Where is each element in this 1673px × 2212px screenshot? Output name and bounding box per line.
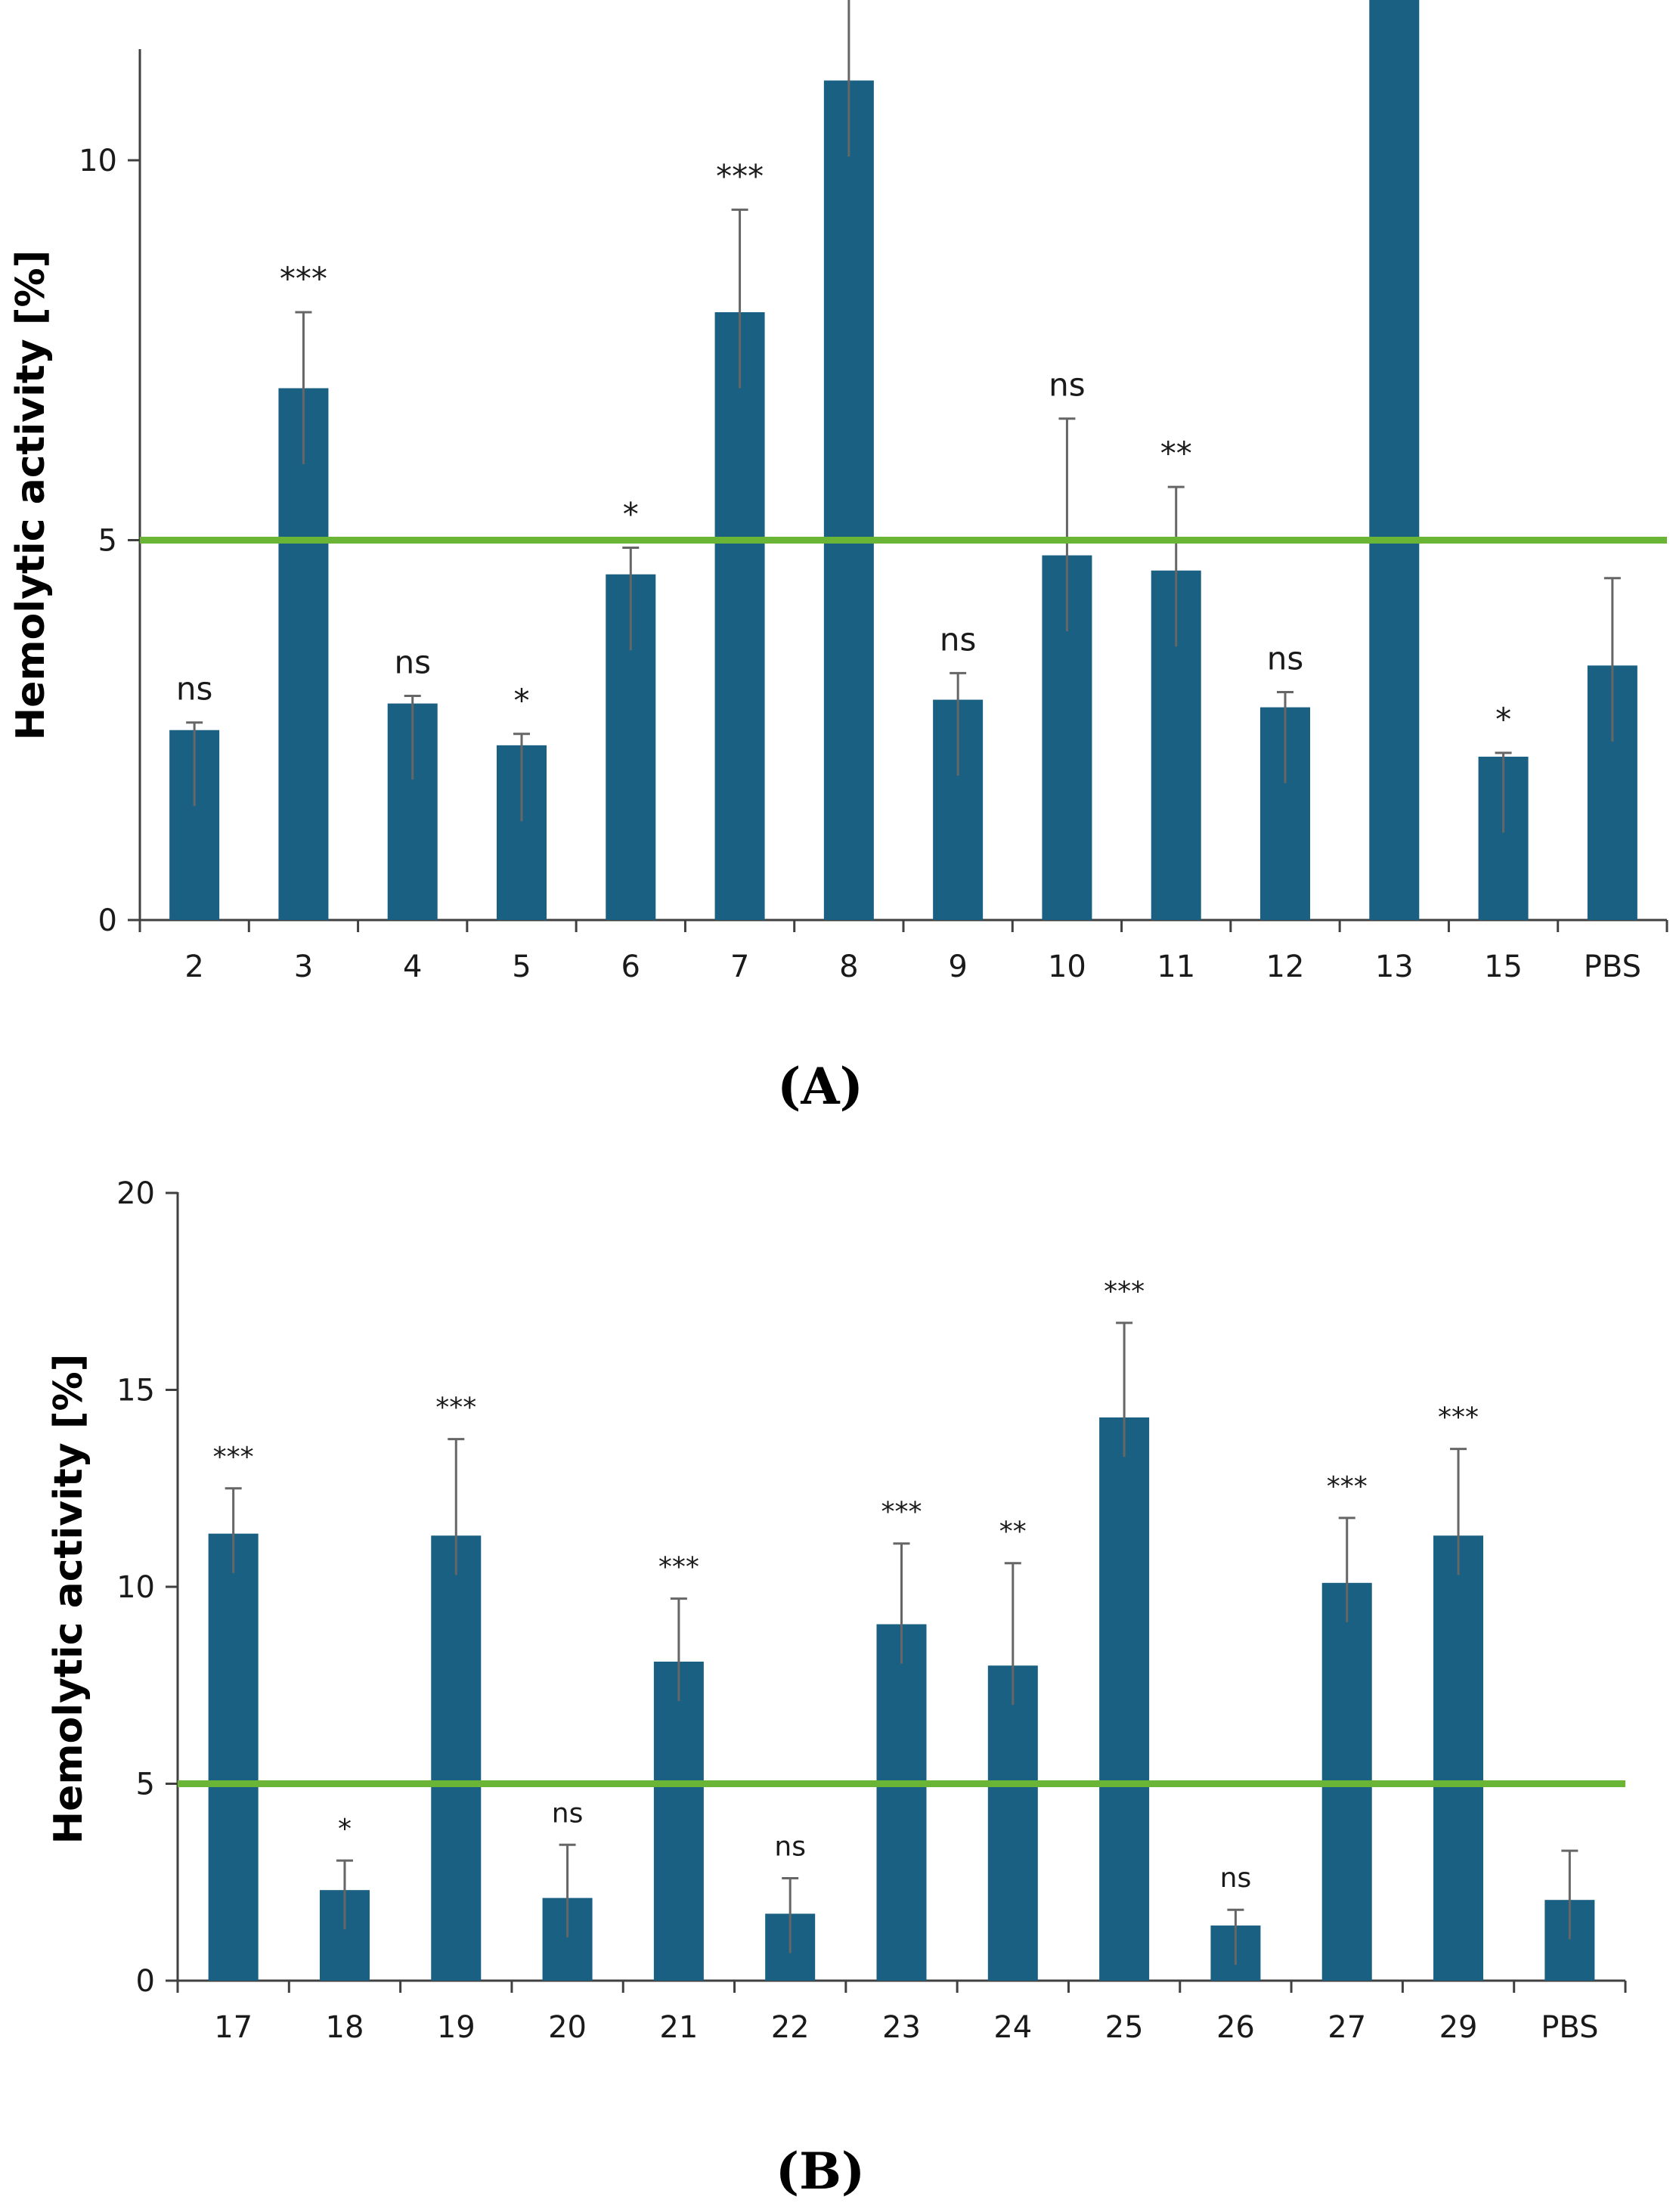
x-tick-label: 11: [1157, 950, 1195, 984]
significance-label: ns: [1049, 367, 1086, 404]
y-axis-label: Hemolytic activity [%]: [8, 250, 54, 741]
x-tick-label: 2: [184, 950, 203, 984]
significance-label: **: [1160, 435, 1192, 472]
x-tick-label: 17: [214, 2010, 252, 2045]
bar-3: [278, 388, 329, 920]
x-tick-label: 10: [1048, 950, 1086, 984]
x-tick-label: 15: [1484, 950, 1523, 984]
y-tick-label: 20: [116, 1176, 155, 1211]
bar-13: [1369, 0, 1420, 920]
significance-label: ns: [394, 644, 431, 681]
bar-17: [208, 1533, 259, 1981]
x-tick-label: 20: [548, 2010, 587, 2045]
significance-label: ***: [1327, 1471, 1368, 1502]
x-tick-label: PBS: [1541, 2010, 1598, 2045]
bar-24: [987, 1665, 1038, 1981]
x-tick-label: 8: [839, 950, 858, 984]
significance-label: ns: [176, 671, 213, 708]
significance-label: ***: [280, 260, 327, 297]
bar-29: [1433, 1535, 1484, 1981]
significance-label: ***: [435, 1393, 476, 1424]
bar-19: [431, 1535, 482, 1981]
significance-label: ***: [1104, 1276, 1145, 1307]
significance-label: ***: [716, 157, 764, 194]
significance-label: *: [514, 682, 530, 719]
y-tick-label: 5: [136, 1767, 155, 1802]
x-tick-label: 3: [294, 950, 313, 984]
significance-label: **: [999, 1516, 1027, 1547]
x-tick-label: 18: [326, 2010, 364, 2045]
x-tick-label: 19: [437, 2010, 476, 2045]
y-tick-label: 5: [98, 524, 117, 559]
x-tick-label: 23: [882, 2010, 921, 2045]
x-tick-label: 21: [659, 2010, 698, 2045]
significance-label: ns: [940, 621, 977, 658]
significance-label: ***: [881, 1497, 922, 1528]
y-tick-label: 15: [116, 1374, 155, 1408]
panel-label: (A): [777, 1057, 863, 1116]
x-tick-label: 25: [1105, 2010, 1144, 2045]
x-tick-label: 7: [730, 950, 749, 984]
bar-7: [714, 312, 765, 920]
x-tick-label: 22: [771, 2010, 810, 2045]
bar-25: [1099, 1417, 1150, 1981]
panel-label: (B): [776, 2142, 865, 2201]
significance-label: *: [338, 1814, 352, 1845]
significance-label: ns: [1220, 1863, 1252, 1894]
panel-a-chart: 05101520ns2***3ns4*5*6***7***8ns9ns10**1…: [8, 0, 1668, 1116]
x-tick-label: 13: [1375, 950, 1414, 984]
x-tick-label: 29: [1439, 2010, 1478, 2045]
x-tick-label: 24: [993, 2010, 1032, 2045]
significance-label: ***: [213, 1442, 254, 1473]
x-tick-label: 27: [1328, 2010, 1366, 2045]
bar-8: [823, 80, 874, 921]
significance-label: ***: [658, 1552, 699, 1583]
y-tick-label: 10: [116, 1570, 155, 1605]
significance-label: ns: [774, 1832, 806, 1863]
y-tick-label: 0: [136, 1964, 155, 1999]
significance-label: ns: [1267, 640, 1304, 677]
y-tick-label: 10: [79, 144, 117, 178]
x-tick-label: 12: [1266, 950, 1305, 984]
x-tick-label: 26: [1216, 2010, 1255, 2045]
bar-21: [653, 1661, 704, 1981]
x-tick-label: 4: [403, 950, 422, 984]
significance-label: ns: [552, 1798, 584, 1829]
significance-label: ***: [1438, 1402, 1479, 1433]
x-tick-label: PBS: [1584, 950, 1641, 984]
x-tick-label: 9: [948, 950, 967, 984]
significance-label: *: [1495, 701, 1511, 738]
y-axis-label: Hemolytic activity [%]: [46, 1354, 91, 1845]
bar-23: [876, 1624, 927, 1981]
panel-b-chart: 0 5 10 15 20 *** 17 * 18 *** 19 ns 20 *** 21 ns 22 *** 23 *…: [46, 1176, 1627, 2201]
significance-label: *: [623, 496, 639, 533]
x-tick-label: 6: [621, 950, 640, 984]
y-tick-label: 0: [98, 903, 117, 938]
x-tick-label: 5: [512, 950, 531, 984]
